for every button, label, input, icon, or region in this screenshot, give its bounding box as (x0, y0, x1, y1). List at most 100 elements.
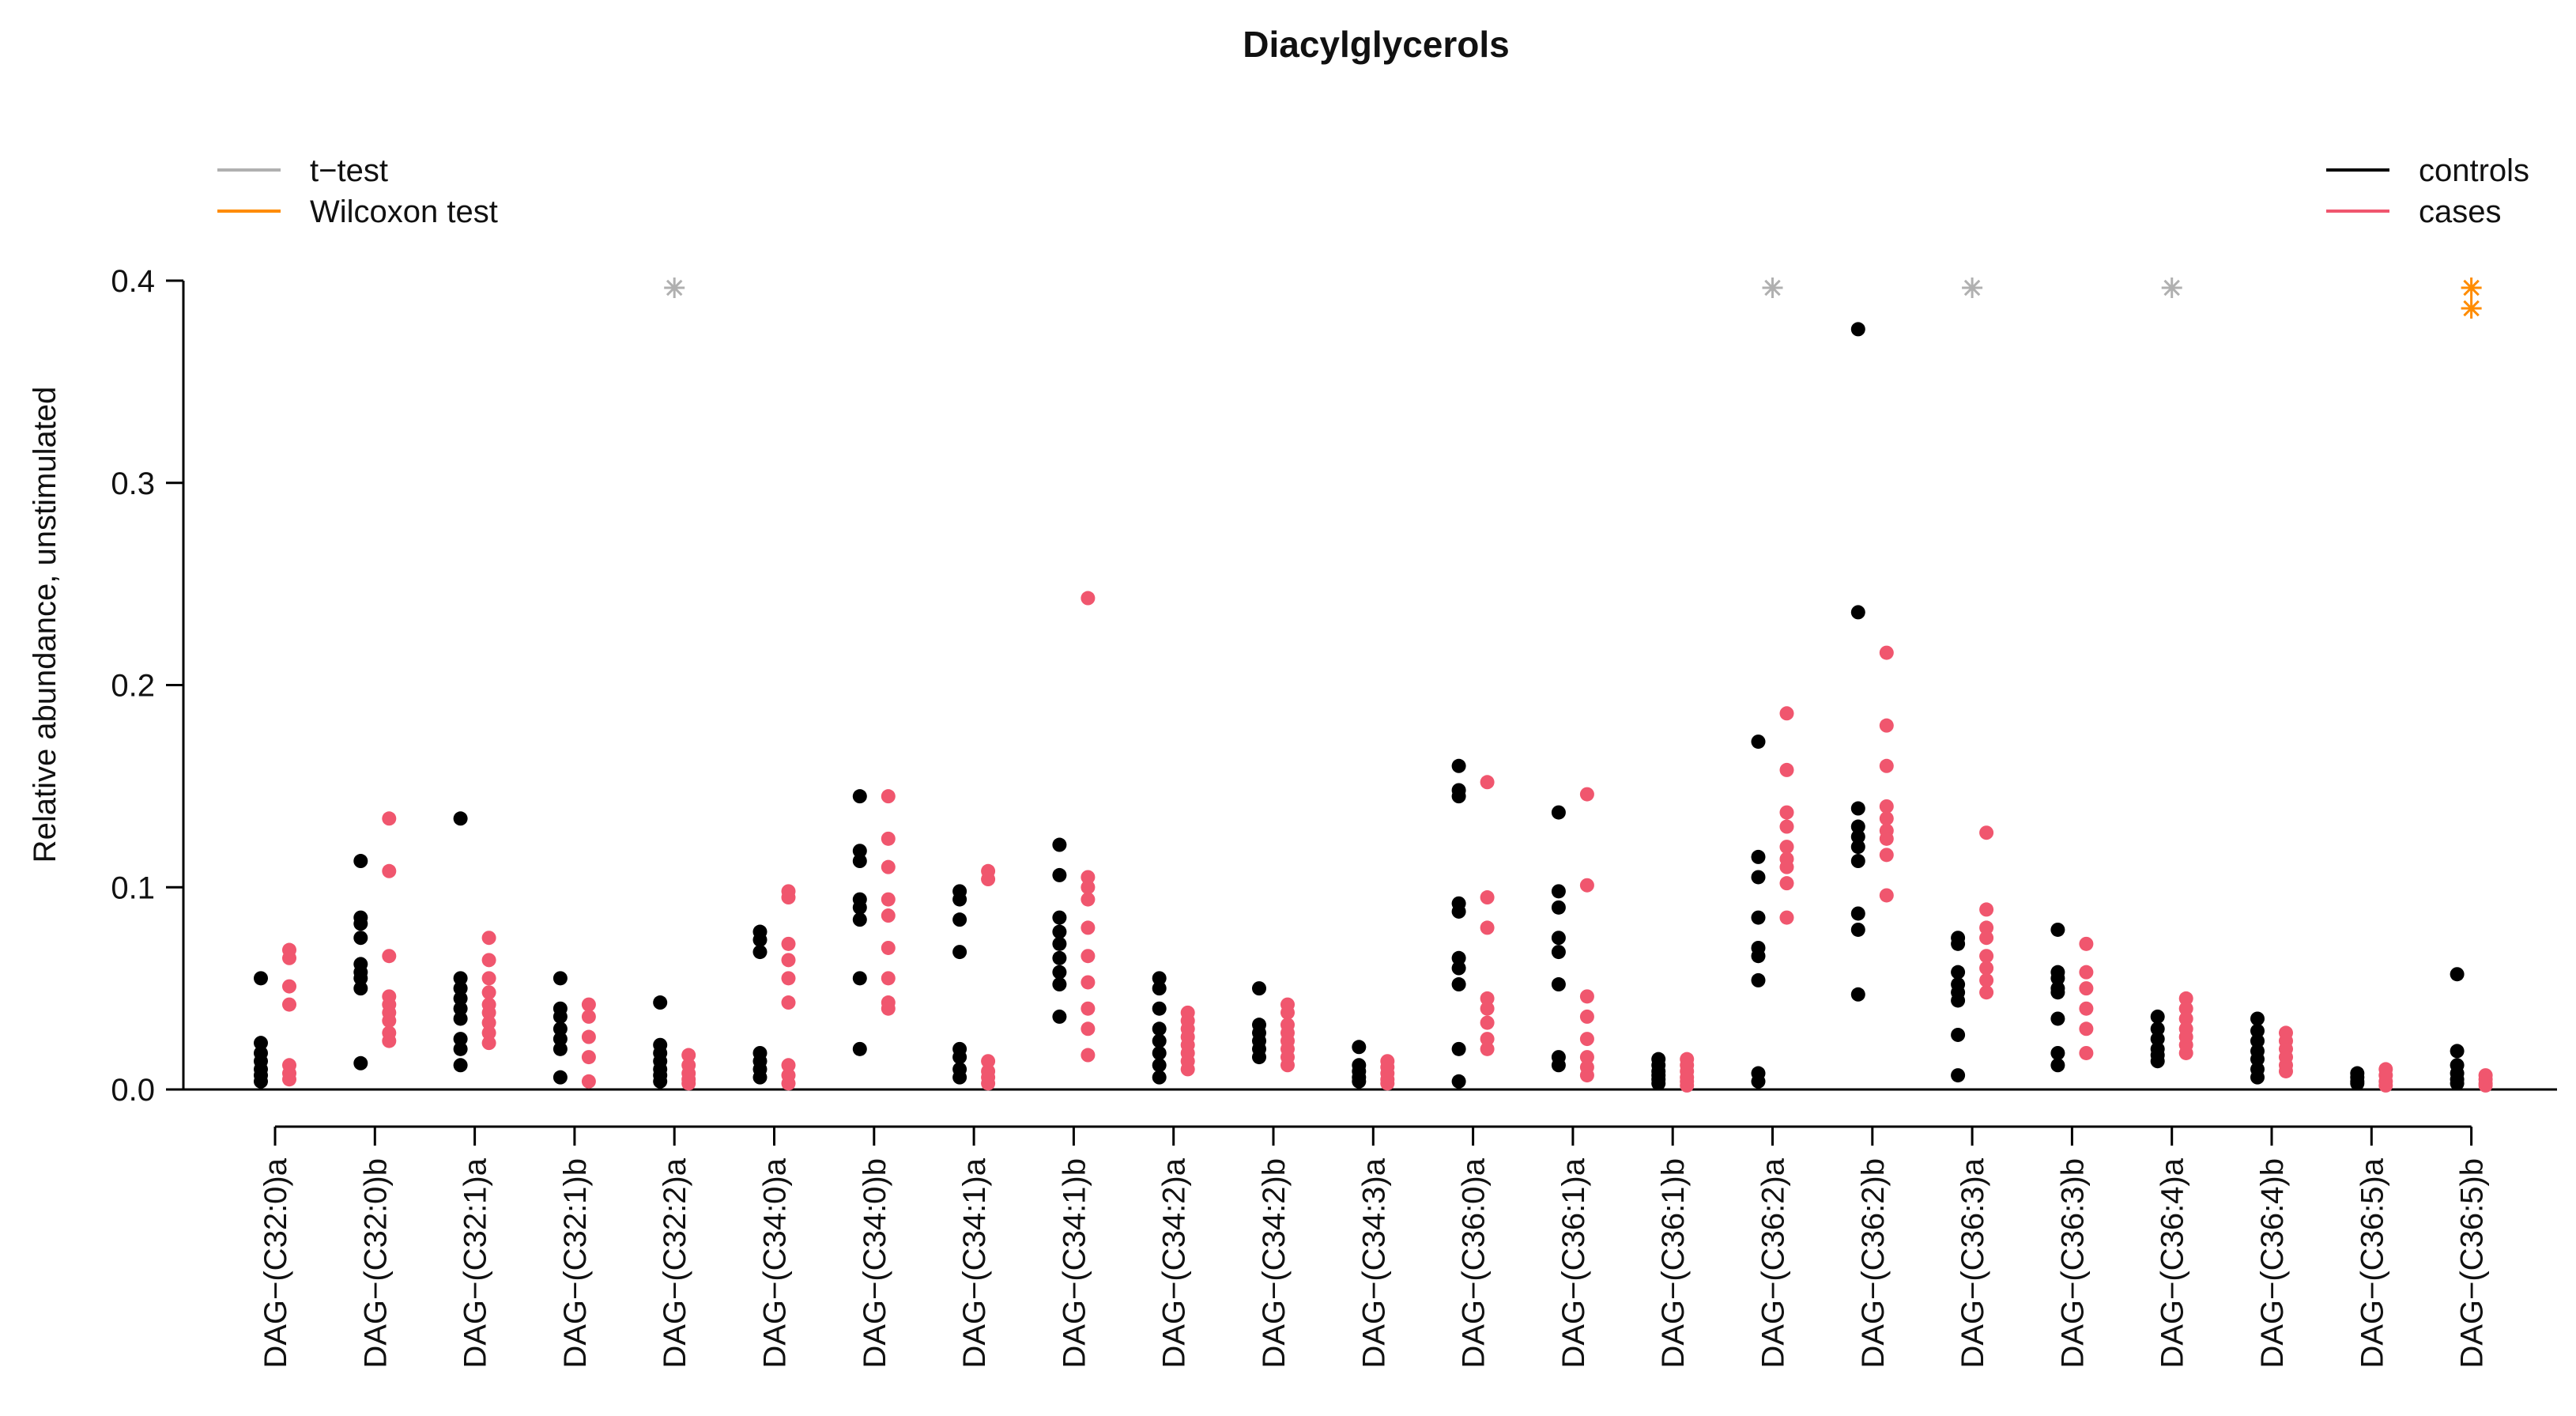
x-axis: DAG−(C32:0)a DAG−(C32:0)b DAG−(C32:1)a DAG−… (183, 1088, 2557, 1369)
asterisk-icon (2461, 278, 2482, 298)
cases-point (282, 950, 296, 965)
cases-point (481, 1015, 496, 1030)
controls-point (2250, 1070, 2265, 1085)
asterisk-stroke (1963, 279, 1981, 296)
cases-point (2478, 1078, 2493, 1093)
cases-point (1280, 1005, 1295, 1020)
controls-point (1551, 884, 1566, 899)
cases-point (881, 892, 896, 907)
x-tick-label: DAG−(C36:3)b (2055, 1158, 2090, 1369)
asterisk-stroke (2463, 279, 2480, 296)
x-tick-label: DAG−(C36:3)a (1956, 1157, 1990, 1368)
cases-point (1979, 961, 1994, 976)
asterisk-icon (2161, 278, 2182, 298)
cases-point (1979, 902, 1994, 917)
controls-point (1751, 870, 1766, 885)
x-tick-label: DAG−(C36:1)a (1556, 1157, 1591, 1368)
cases-point (2079, 1021, 2094, 1037)
x-tick-label: DAG−(C36:4)b (2255, 1158, 2290, 1369)
cases-point (1480, 775, 1495, 790)
cases-point (1280, 1058, 1295, 1073)
cases-point (1779, 762, 1794, 777)
controls-point (2050, 1058, 2065, 1073)
cases-point (1081, 591, 1096, 606)
cases-point (2378, 1078, 2393, 1093)
cases-point (1081, 1048, 1096, 1063)
controls-point (1551, 805, 1566, 820)
controls-point (453, 1011, 468, 1026)
controls-point (1451, 904, 1466, 919)
cases-point (1081, 1001, 1096, 1016)
controls-point (2050, 1011, 2065, 1026)
controls-point (952, 945, 967, 960)
cases-point (1579, 1032, 1594, 1047)
controls-point (2050, 922, 2065, 937)
controls-point (353, 971, 368, 986)
controls-point (1052, 924, 1067, 939)
cases-point (881, 1001, 896, 1016)
controls-point (1850, 322, 1865, 337)
cases-point (2079, 1001, 2094, 1016)
cases-point (781, 1058, 796, 1073)
x-tick-label: DAG−(C32:0)b (358, 1158, 393, 1369)
controls-point (353, 854, 368, 869)
cases-point (2279, 1063, 2293, 1078)
controls-point (2250, 1033, 2265, 1048)
cases-point (781, 936, 796, 951)
controls-point (653, 1074, 668, 1089)
controls-point (952, 1050, 967, 1065)
controls-point (1850, 605, 1865, 620)
controls-point (553, 971, 568, 986)
cases-point (581, 1074, 596, 1089)
cases-point (1081, 975, 1096, 990)
controls-point (1551, 1058, 1566, 1073)
controls-point (553, 1009, 568, 1024)
controls-point (1951, 965, 1966, 980)
cases-point (1081, 880, 1096, 895)
x-tick-label: DAG−(C34:2)b (1257, 1158, 1292, 1369)
controls-point (453, 971, 468, 986)
cases-point (581, 1009, 596, 1024)
cases-point (581, 997, 596, 1012)
controls-point (1451, 758, 1466, 773)
controls-point (852, 844, 867, 859)
cases-point (1879, 799, 1894, 814)
controls-point (1551, 931, 1566, 946)
controls-point (1850, 840, 1865, 855)
cases-point (881, 908, 896, 923)
y-tick-label: 0.4 (111, 264, 155, 299)
cases-point (1579, 787, 1594, 802)
controls-point (353, 1055, 368, 1070)
y-tick-label: 0.3 (111, 466, 155, 501)
cases-point (382, 863, 397, 878)
cases-point (781, 971, 796, 986)
controls-point (553, 1021, 568, 1037)
controls-point (1751, 972, 1766, 987)
cases-point (481, 1025, 496, 1040)
controls-point (1850, 819, 1865, 834)
cases-point (1779, 910, 1794, 925)
cases-point (382, 1014, 397, 1029)
controls-point (1152, 1070, 1167, 1085)
controls-point (2050, 985, 2065, 1000)
controls-point (1052, 867, 1067, 882)
controls-point (1751, 1074, 1766, 1089)
cases-point (382, 811, 397, 826)
controls-point (1052, 977, 1067, 992)
asterisk-stroke (666, 279, 683, 296)
cases-point (1879, 758, 1894, 773)
cases-point (1480, 890, 1495, 905)
controls-point (1951, 993, 1966, 1008)
controls-point (1152, 1045, 1167, 1060)
controls-point (254, 971, 268, 986)
x-tick-label: DAG−(C32:1)a (458, 1157, 493, 1368)
cases-point (1480, 920, 1495, 935)
y-tick-label: 0.1 (111, 870, 155, 905)
x-tick-label: DAG−(C36:2)b (1856, 1158, 1891, 1369)
controls-point (1751, 734, 1766, 750)
cases-point (981, 1076, 996, 1091)
controls-point (852, 789, 867, 804)
cases-point (681, 1076, 696, 1091)
cases-point (1579, 989, 1594, 1004)
cases-point (1879, 831, 1894, 846)
